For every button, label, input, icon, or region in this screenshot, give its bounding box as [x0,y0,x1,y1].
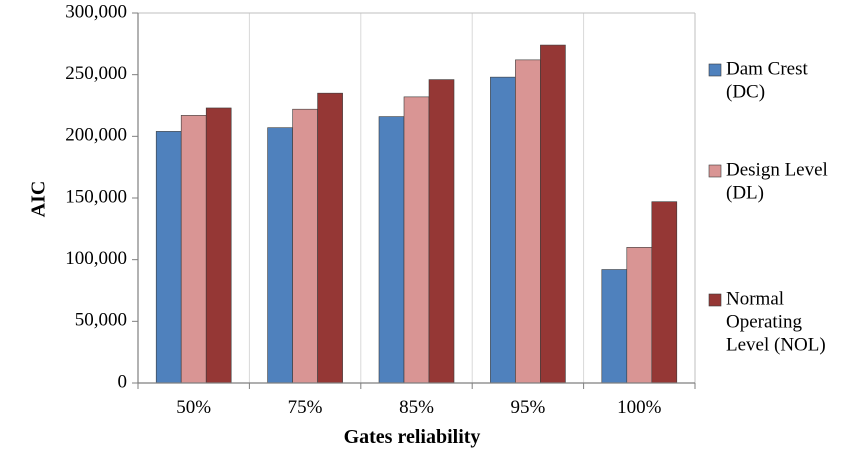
bar [651,201,678,384]
y-tick-label: 100,000 [65,248,127,269]
y-tick-label: 300,000 [65,1,127,22]
y-tick-label: 200,000 [65,125,127,146]
legend-label: Dam Crest [726,58,809,79]
legend-swatch [708,63,722,77]
x-tick-label: 95% [510,397,545,418]
x-tick-label: 75% [288,397,323,418]
legend-label: (DC) [726,81,765,102]
bar [378,116,405,384]
x-tick-label: 50% [176,397,211,418]
y-tick-label: 0 [118,371,128,392]
bar [540,44,566,384]
ticks-layer: 0 50,000 100,000 150,000 200,000 250,000 300,0… [65,1,696,418]
bar [490,76,516,384]
legend-label: Level (NOL) [726,334,826,355]
bar [317,92,343,384]
bar [601,269,628,384]
bar [180,115,207,384]
bar [515,59,541,384]
bar [267,127,293,384]
bar [155,131,182,384]
y-tick-label: 50,000 [75,310,127,331]
legend-swatch [708,164,722,178]
grid-layer [138,12,696,383]
legend-label: Normal [726,288,784,309]
legend-swatch [708,293,722,307]
y-tick-label: 150,000 [65,186,127,207]
y-tick-label: 250,000 [65,63,127,84]
x-tick-label: 85% [399,397,434,418]
legend: Dam Crest(DC) Design Level(DL) NormalOpera… [708,58,828,355]
bar [626,247,653,384]
legend-label: (DL) [726,182,764,203]
bar [403,96,430,384]
bar [292,108,318,384]
x-axis-title: Gates reliability [344,426,481,448]
bar [205,107,232,384]
y-axis-title: AIC [28,181,50,218]
bars-layer [155,44,678,384]
bar [428,79,455,384]
legend-label: Design Level [726,159,828,180]
legend-label: Operating [726,311,802,332]
x-tick-label: 100% [617,397,662,418]
